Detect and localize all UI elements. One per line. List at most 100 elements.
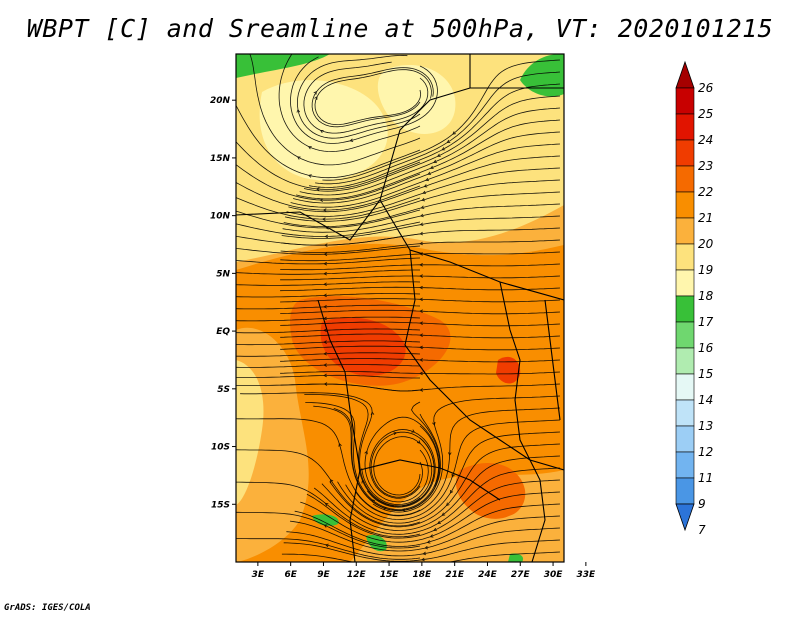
- colorbar-label: 24: [698, 133, 713, 147]
- streamline-arrow: [429, 165, 434, 170]
- streamline-arrow: [426, 540, 431, 544]
- colorbar-bottom-arrow: [675, 503, 695, 532]
- streamline-arrow: [323, 243, 328, 247]
- streamline: [236, 316, 421, 322]
- colorbar-label: 19: [698, 263, 713, 277]
- streamline-arrow: [419, 222, 424, 226]
- streamline-arrow: [441, 512, 446, 516]
- field-band-17-south: [312, 514, 339, 526]
- x-tick-label: 30E: [544, 570, 564, 580]
- streamline-arrow: [419, 333, 423, 337]
- colorbar-segment: [675, 243, 695, 271]
- streamline-arrow: [441, 147, 446, 151]
- chart-svg: 3E 6E 9E 12E 15E 18E 21E 24E 27E 30E 33E 20N 15N 10N…: [210, 53, 714, 580]
- streamline-arrow: [323, 304, 327, 309]
- x-tick-label: 21E: [445, 570, 465, 580]
- streamline-arrow: [314, 96, 318, 100]
- streamline-arrow: [323, 252, 328, 256]
- colorbar-label: 25: [698, 107, 713, 121]
- streamline-arrow: [419, 345, 423, 350]
- plot-area: [236, 54, 564, 562]
- streamline-arrow: [313, 91, 318, 95]
- colorbar-label: 13: [698, 419, 713, 433]
- streamline-arrow: [432, 421, 436, 426]
- field-band-20-southeast: [480, 509, 564, 562]
- colorbar-label: 21: [698, 211, 713, 225]
- streamline-arrow: [419, 263, 423, 267]
- streamline-arrow: [419, 309, 423, 314]
- streamline-arrow: [323, 293, 327, 298]
- colorbar-segment: [675, 347, 695, 375]
- colorbar-label: 18: [698, 289, 714, 303]
- streamline-arrow: [449, 489, 454, 494]
- streamline: [236, 293, 421, 298]
- streamline-arrow: [323, 261, 328, 266]
- streamline: [236, 245, 421, 255]
- streamline-arrow: [329, 478, 334, 483]
- streamline: [236, 383, 421, 392]
- streamline: [236, 418, 421, 516]
- streamline-arrow: [421, 197, 426, 202]
- colorbar-label: 12: [698, 445, 713, 459]
- streamline-arrow: [427, 171, 432, 176]
- streamline-arrow: [419, 321, 423, 325]
- streamline-arrow: [452, 131, 456, 135]
- streamlines: [236, 54, 561, 562]
- country-borders: [236, 54, 564, 562]
- streamline: [236, 374, 420, 379]
- colorbar-label: 9: [698, 497, 706, 511]
- streamline-arrow: [423, 184, 428, 188]
- streamline: [236, 511, 421, 549]
- colorbar-segment: [675, 477, 695, 505]
- streamline-arrow: [323, 328, 327, 333]
- streamline-arrow: [437, 520, 441, 524]
- streamline: [236, 340, 421, 346]
- x-tick-label: 15E: [380, 570, 400, 580]
- streamline-arrow: [321, 217, 326, 221]
- colorbar-label: 23: [698, 159, 713, 173]
- colorbar-segment: [675, 113, 695, 141]
- field-band-17-south2: [366, 534, 387, 552]
- streamline-arrow: [429, 534, 434, 538]
- streamline-arrow: [323, 373, 327, 378]
- streamline-arrow: [315, 187, 320, 191]
- streamline-arrow: [324, 543, 329, 548]
- streamline-arrow: [307, 174, 312, 178]
- colorbar-label: 15: [698, 367, 713, 381]
- streamline-arrow: [422, 190, 427, 195]
- y-tick-label: 15S: [211, 500, 230, 510]
- colorbar-segment: [675, 165, 695, 193]
- x-axis: 3E 6E 9E 12E 15E 18E 21E 24E 27E 30E 33E: [252, 562, 596, 580]
- streamline-arrow: [349, 138, 354, 142]
- streamline-arrow: [419, 371, 423, 376]
- streamline-arrow: [420, 205, 425, 209]
- field-band-23-core: [320, 317, 406, 376]
- colorbar-label: 16: [698, 341, 714, 355]
- colorbar-segment: [675, 321, 695, 349]
- streamline: [236, 164, 421, 201]
- footer-credit: GrADS: IGES/COLA: [4, 603, 91, 613]
- x-tick-label: 33E: [577, 570, 597, 580]
- streamline-arrow: [370, 411, 375, 416]
- streamline-arrow: [322, 208, 327, 212]
- x-tick-label: 27E: [511, 570, 531, 580]
- streamline-arrow: [451, 473, 455, 478]
- x-tick-label: 9E: [317, 570, 330, 580]
- streamline-arrow: [433, 527, 437, 532]
- streamline: [236, 364, 421, 368]
- x-tick-label: 6E: [284, 570, 297, 580]
- colorbar-label: 20: [698, 237, 714, 251]
- streamline-arrow: [338, 442, 342, 447]
- streamline-arrow: [419, 241, 423, 246]
- streamline: [278, 54, 421, 153]
- colorbar-segment: [675, 191, 695, 219]
- y-axis: 20N 15N 10N 5N EQ 5S 10S 15S: [210, 96, 236, 510]
- streamline: [236, 233, 421, 246]
- streamline-arrow: [323, 271, 327, 276]
- colorbar-segment: [675, 373, 695, 401]
- x-tick-label: 12E: [347, 570, 367, 580]
- streamline: [236, 281, 421, 286]
- field-band-19-west: [236, 360, 264, 505]
- streamline-arrow: [364, 450, 368, 455]
- streamline: [236, 328, 421, 334]
